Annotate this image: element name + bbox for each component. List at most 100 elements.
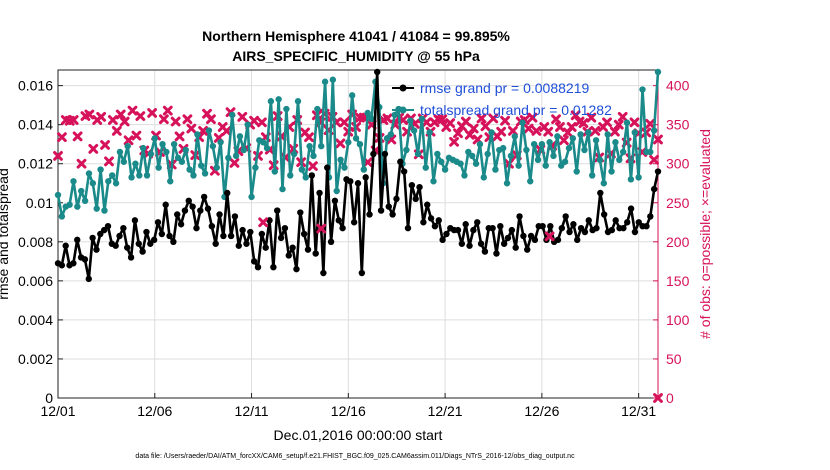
spread-point-14 — [108, 172, 116, 179]
rmse-point-131 — [558, 224, 566, 232]
rmse-point-19 — [127, 254, 135, 261]
rmse-point-90 — [400, 168, 408, 175]
spread-point-44 — [225, 154, 232, 162]
spread-point-100 — [441, 166, 449, 173]
extra-obs-point-3-b — [653, 393, 663, 403]
rmse-point-20 — [131, 217, 139, 224]
spread-point-46 — [232, 152, 240, 160]
obs-point-5 — [72, 131, 83, 142]
spread-point-69 — [321, 78, 329, 85]
rmse-point-106 — [462, 221, 469, 228]
rmse-point-79 — [358, 269, 366, 277]
spread-point-77 — [352, 135, 360, 142]
spread-line — [56, 71, 660, 218]
spread-point-92 — [410, 127, 418, 134]
obs-point-125 — [543, 126, 554, 137]
rmse-point-45 — [227, 232, 235, 240]
rmse-point-21 — [135, 240, 142, 247]
obs-point-37-b — [198, 126, 208, 136]
spread-point-25 — [151, 135, 158, 142]
obs-point-104-b — [460, 116, 471, 127]
spread-point-119 — [515, 162, 522, 169]
spread-point-11 — [97, 166, 104, 173]
obs-point-84-b — [382, 113, 393, 124]
obs-point-109 — [480, 121, 491, 132]
rmse-point-54 — [262, 244, 269, 251]
footer-data-file: data file: /Users/raeder/DAI/ATM_forcXX/… — [135, 453, 575, 460]
rmse-point-51 — [250, 258, 258, 265]
spread-point-27 — [159, 140, 166, 148]
x-tick-label-6: 12/31 — [621, 403, 656, 419]
obs-point-1 — [57, 132, 67, 143]
y-tick-label-6: 0.012 — [18, 156, 53, 172]
spread-point-153 — [647, 148, 654, 156]
spread-point-1 — [58, 213, 66, 220]
obs-point-31-b — [174, 131, 185, 142]
rmse-point-107 — [466, 242, 473, 249]
obs-point-120-b — [523, 123, 534, 134]
extra-obs-point-0 — [258, 217, 269, 228]
spread-point-65 — [306, 142, 313, 150]
rmse-point-44 — [224, 189, 231, 197]
spread-point-28 — [163, 148, 170, 156]
spread-point-117 — [507, 152, 515, 160]
obs-point-116 — [508, 126, 518, 136]
spread-point-16 — [116, 148, 124, 156]
spread-point-126 — [542, 162, 549, 169]
obs-point-111-b — [488, 113, 499, 124]
rmse-point-40 — [208, 222, 216, 230]
obs-point-43 — [221, 126, 232, 136]
obs-point-98-b — [437, 114, 448, 125]
obs-point-106 — [468, 123, 479, 134]
obs-point-151 — [645, 118, 656, 129]
spread-point-68 — [318, 142, 325, 150]
spread-point-63 — [298, 166, 306, 173]
spread-point-85 — [383, 135, 391, 142]
spread-point-140 — [596, 156, 604, 164]
extra-obs-point-2 — [544, 231, 555, 242]
legend-spread-marker — [399, 106, 407, 114]
rmse-point-101 — [443, 230, 450, 238]
rmse-point-144 — [608, 226, 616, 234]
rmse-point-117 — [504, 234, 512, 242]
spread-point-130 — [558, 162, 565, 169]
rmse-point-123 — [527, 232, 535, 240]
spread-point-9 — [89, 180, 97, 187]
spread-point-115 — [499, 144, 507, 152]
obs-point-153-b — [653, 134, 663, 145]
spread-point-45 — [228, 111, 236, 119]
extra-obs-point-3 — [653, 393, 663, 403]
rmse-point-73 — [335, 217, 342, 224]
spread-point-50 — [248, 193, 255, 201]
obs-point-122-b — [531, 126, 542, 136]
obs-point-52-b — [257, 117, 267, 128]
spread-point-57 — [275, 96, 282, 103]
rmse-point-88 — [393, 195, 400, 203]
obs-point-12-b — [100, 140, 110, 150]
y-tick-label-5: 0.01 — [26, 195, 53, 211]
rmse-point-43 — [220, 232, 227, 240]
obs-point-134 — [578, 118, 589, 129]
obs-point-11 — [96, 111, 107, 122]
obs-point-153 — [653, 134, 663, 145]
spread-point-142 — [604, 131, 611, 138]
obs-point-129 — [558, 135, 569, 146]
obs-point-84 — [382, 113, 393, 124]
spread-point-23 — [143, 172, 151, 179]
rmse-point-119 — [512, 244, 519, 251]
rmse-point-63 — [297, 209, 304, 216]
spread-point-8 — [85, 170, 93, 177]
obs-point-101-b — [449, 136, 459, 147]
spread-point-22 — [139, 144, 147, 152]
series-totalspread — [54, 68, 662, 220]
obs-point-142 — [609, 126, 620, 137]
y-right-tick-label-2: 100 — [666, 312, 690, 328]
spread-point-38 — [201, 170, 209, 177]
spread-point-116 — [503, 180, 511, 187]
obs-point-14-b — [108, 115, 118, 125]
spread-point-58 — [279, 185, 286, 193]
rmse-point-61 — [289, 244, 296, 251]
obs-point-9-b — [88, 143, 99, 154]
spread-point-74 — [341, 164, 348, 171]
obs-point-85-b — [386, 134, 397, 145]
